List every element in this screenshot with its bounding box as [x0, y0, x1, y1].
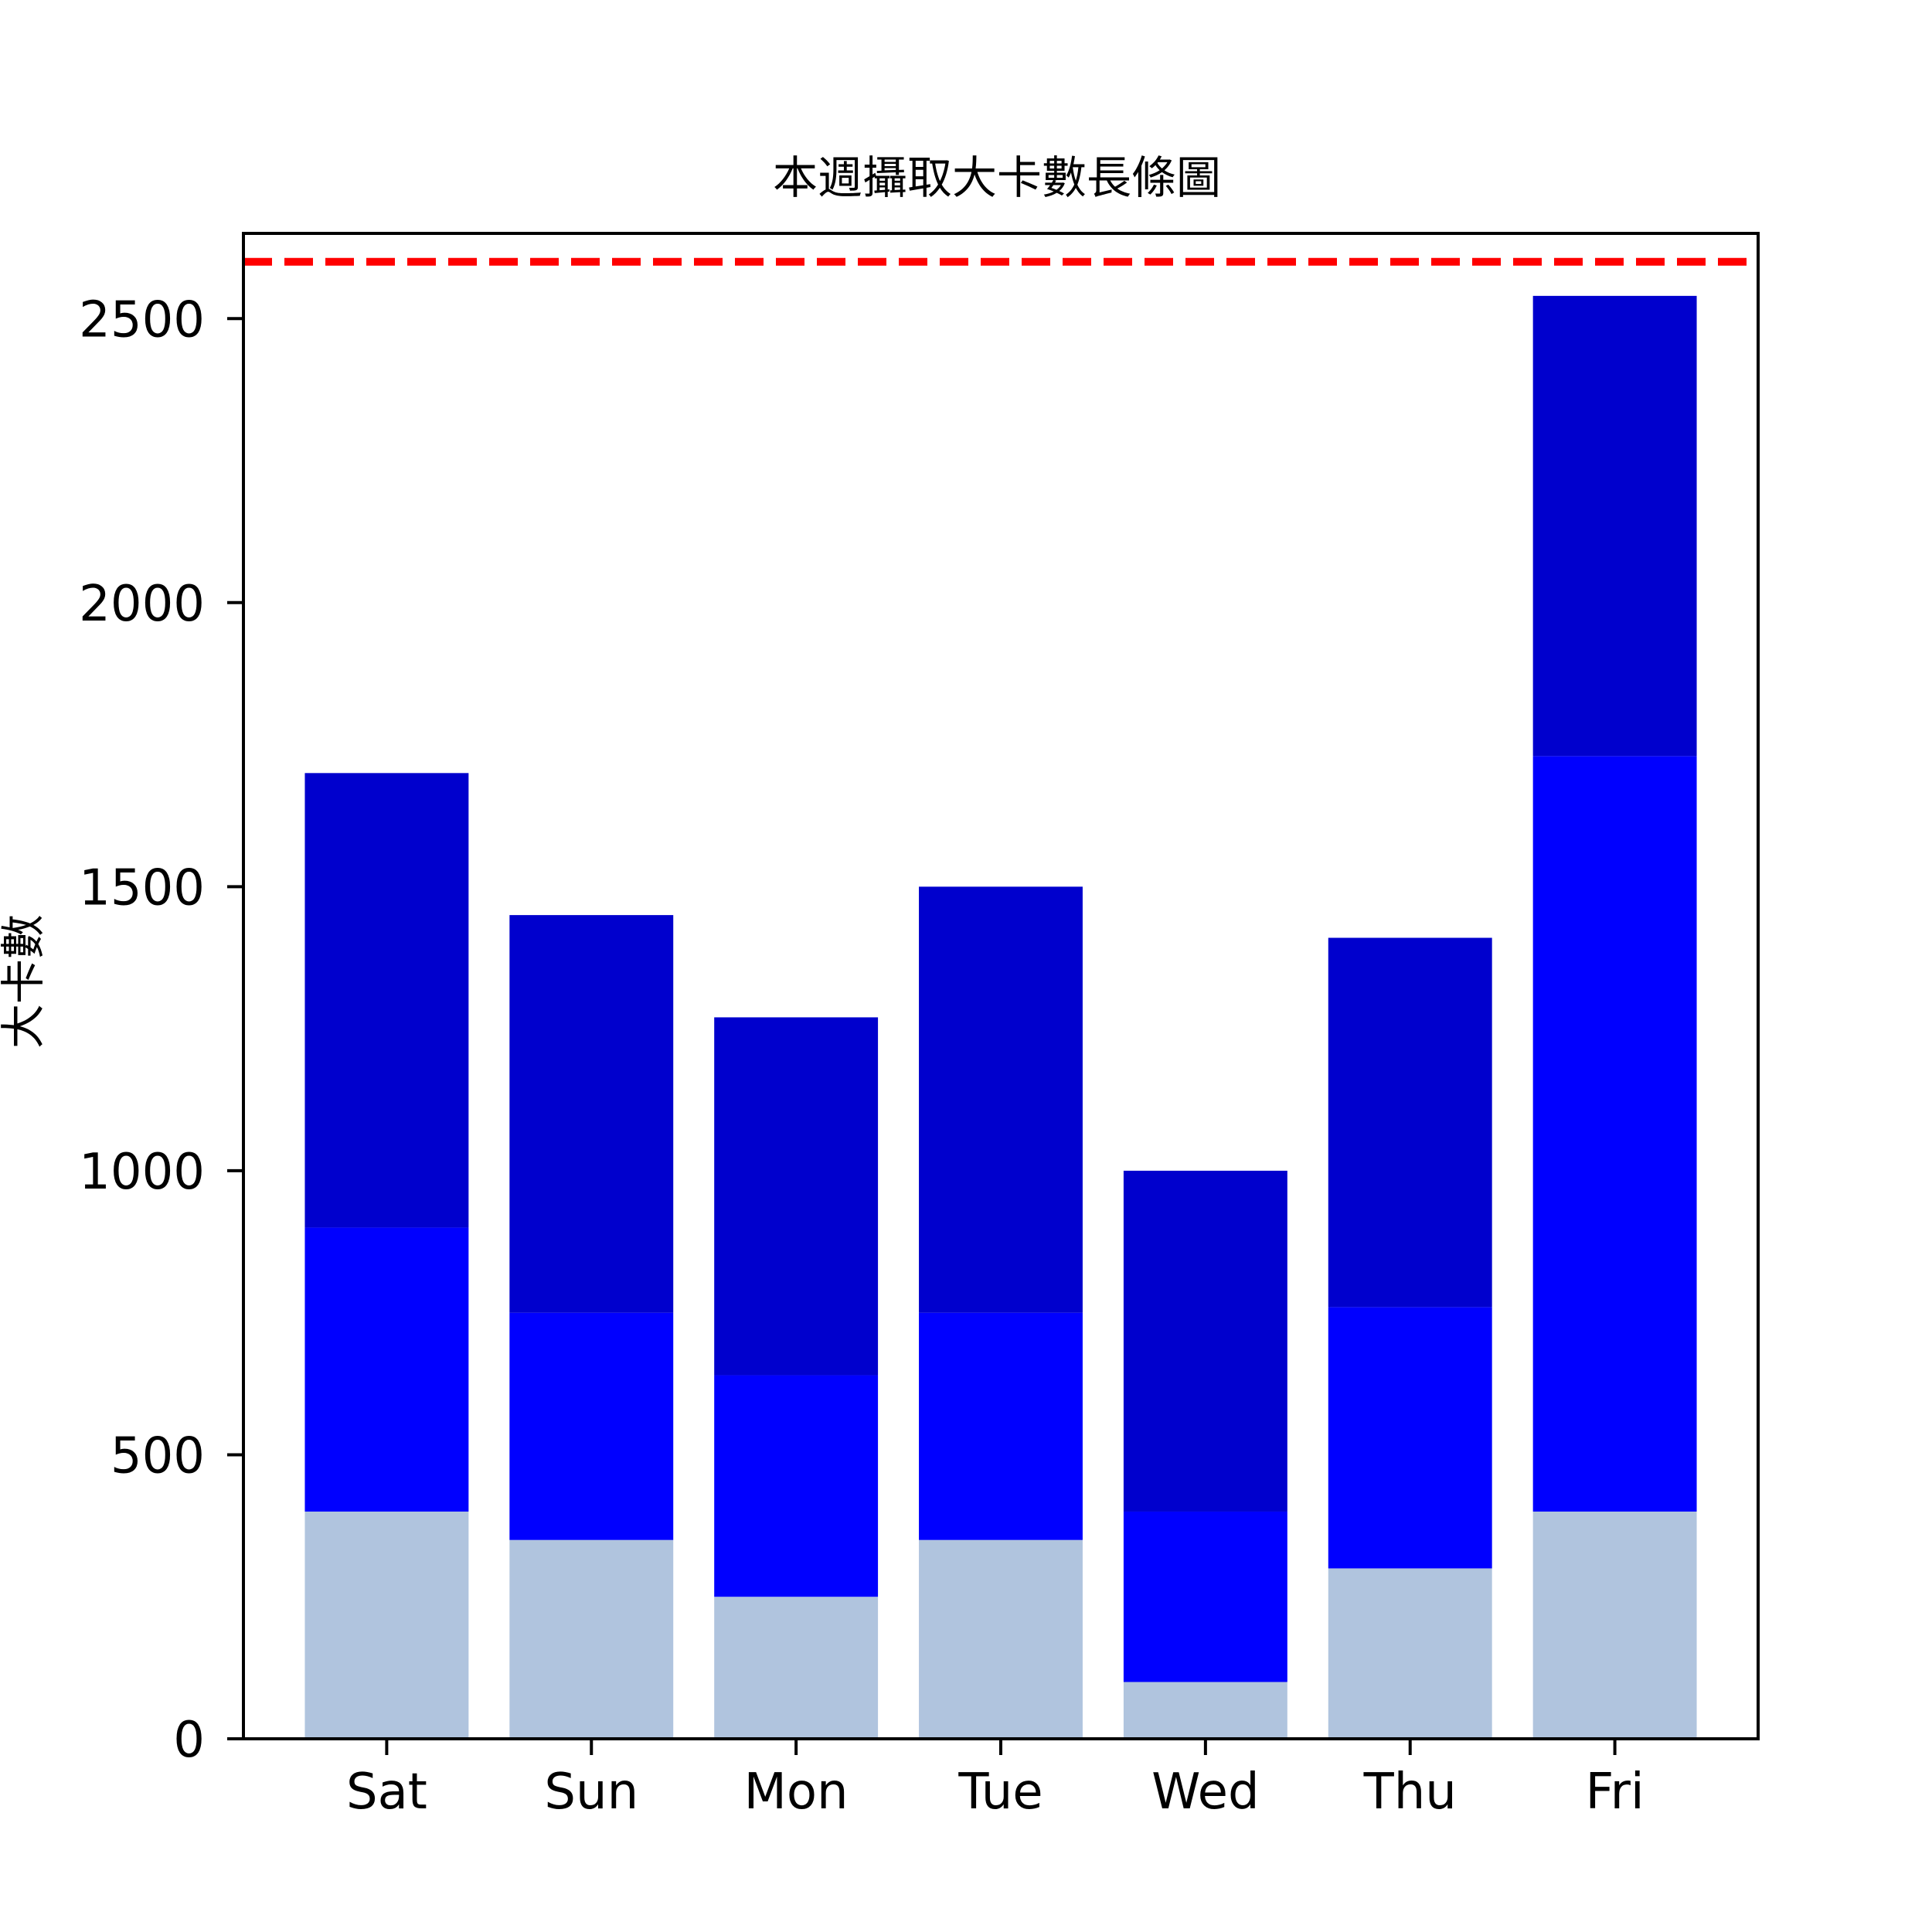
bar-segment-wed-0 — [1123, 1682, 1287, 1739]
bar-segment-fri-2 — [1532, 295, 1697, 757]
bar-segment-tue-1 — [919, 1312, 1083, 1540]
x-tick-label-wed: Wed — [1151, 1764, 1260, 1821]
y-tick-label-1500: 1500 — [79, 859, 205, 917]
x-tick-label-sun: Sun — [544, 1764, 638, 1821]
bar-segment-sat-1 — [304, 1227, 469, 1512]
bar-segment-tue-0 — [919, 1539, 1083, 1739]
y-tick-label-2500: 2500 — [79, 291, 205, 349]
y-tick-label-500: 500 — [111, 1427, 205, 1485]
bar-segment-fri-1 — [1532, 756, 1697, 1512]
bar-segment-sun-0 — [509, 1539, 674, 1739]
y-tick-label-2000: 2000 — [79, 576, 205, 633]
bar-segment-thu-2 — [1328, 937, 1492, 1308]
bar-segment-mon-2 — [714, 1017, 879, 1376]
x-tick-label-thu: Thu — [1363, 1764, 1457, 1821]
x-tick-label-sat: Sat — [346, 1764, 427, 1821]
bar-segment-mon-1 — [714, 1375, 879, 1597]
bars-layer — [304, 295, 1697, 1739]
y-axis-label: 大卡數 — [0, 914, 49, 1049]
bar-segment-wed-2 — [1123, 1170, 1287, 1512]
bar-segment-sun-2 — [509, 915, 674, 1313]
bar-segment-thu-1 — [1328, 1307, 1492, 1569]
x-tick-label-mon: Mon — [744, 1764, 849, 1821]
x-tick-label-fri: Fri — [1585, 1764, 1644, 1821]
chart-title: 本週攝取大卡數長條圖 — [773, 151, 1221, 204]
bar-segment-sat-0 — [304, 1511, 469, 1739]
bar-segment-sat-2 — [304, 773, 469, 1228]
bar-segment-sun-1 — [509, 1312, 674, 1540]
bar-segment-thu-0 — [1328, 1568, 1492, 1739]
x-tick-label-tue: Tue — [957, 1764, 1043, 1821]
bar-segment-wed-1 — [1123, 1511, 1287, 1682]
bar-segment-fri-0 — [1532, 1511, 1697, 1739]
bar-segment-mon-0 — [714, 1597, 879, 1739]
x-ticks-layer: Sat Sun Mon Tue Wed Thu Fri — [346, 1739, 1645, 1821]
y-tick-label-0: 0 — [173, 1712, 205, 1769]
y-ticks-layer: 0 500 1000 1500 2000 2500 — [79, 291, 243, 1769]
bar-segment-tue-2 — [919, 886, 1083, 1313]
y-tick-label-1000: 1000 — [79, 1144, 205, 1201]
